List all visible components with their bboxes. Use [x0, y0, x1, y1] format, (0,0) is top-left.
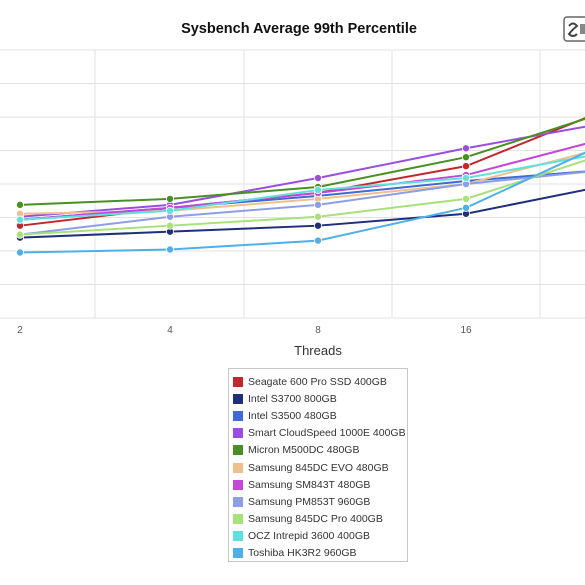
data-point[interactable]: [461, 144, 470, 153]
legend-swatch: [233, 445, 243, 456]
data-point[interactable]: [461, 194, 470, 203]
legend-item[interactable]: Intel S3500 480GB: [233, 407, 407, 424]
data-point[interactable]: [165, 221, 174, 230]
series-line: [19, 151, 585, 215]
series-10: [15, 151, 585, 257]
data-point[interactable]: [15, 230, 24, 239]
grid: [0, 49, 585, 319]
series-7: [15, 171, 585, 239]
legend-label: Micron M500DC 480GB: [248, 444, 360, 457]
legend-label: Toshiba HK3R2 960GB: [248, 547, 357, 560]
series: [15, 117, 585, 257]
site-logo-icon: [563, 16, 585, 42]
data-point[interactable]: [313, 236, 322, 245]
legend-item[interactable]: Toshiba HK3R2 960GB: [233, 545, 407, 562]
data-point[interactable]: [461, 174, 470, 183]
legend-swatch: [233, 410, 243, 421]
series-line: [19, 117, 585, 206]
legend-label: Intel S3700 800GB: [248, 392, 337, 405]
data-point[interactable]: [165, 194, 174, 203]
legend-label: Smart CloudSpeed 1000E 400GB: [248, 427, 406, 440]
legend: Seagate 600 Pro SSD 400GB Intel S3700 800…: [228, 368, 408, 562]
data-point[interactable]: [313, 212, 322, 221]
x-tick-label: 16: [460, 325, 472, 336]
data-point[interactable]: [313, 200, 322, 209]
legend-swatch: [233, 531, 243, 542]
data-point[interactable]: [15, 248, 24, 257]
data-point[interactable]: [313, 221, 322, 230]
legend-item[interactable]: Samsung 845DC Pro 400GB: [233, 511, 407, 528]
legend-item[interactable]: Samsung SM843T 480GB: [233, 476, 407, 493]
legend-swatch: [233, 496, 243, 507]
legend-item[interactable]: Seagate 600 Pro SSD 400GB: [233, 373, 407, 390]
data-point[interactable]: [313, 174, 322, 183]
x-tick-label: 8: [315, 325, 321, 336]
series-4: [15, 117, 585, 209]
data-point[interactable]: [165, 206, 174, 215]
legend-label: Samsung 845DC EVO 480GB: [248, 461, 389, 474]
legend-label: OCZ Intrepid 3600 400GB: [248, 530, 370, 543]
data-point[interactable]: [313, 185, 322, 194]
legend-swatch: [233, 376, 243, 387]
data-point[interactable]: [15, 215, 24, 224]
legend-swatch: [233, 428, 243, 439]
chart-title: Sysbench Average 99th Percentile: [181, 21, 417, 37]
series-line: [19, 151, 585, 254]
data-point[interactable]: [461, 203, 470, 212]
legend-item[interactable]: Intel S3700 800GB: [233, 390, 407, 407]
series-8: [15, 159, 585, 239]
legend-label: Intel S3500 480GB: [248, 409, 337, 422]
x-tick-labels: 2481632: [17, 325, 472, 336]
data-point[interactable]: [461, 153, 470, 162]
legend-swatch: [233, 514, 243, 525]
legend-swatch: [233, 548, 243, 559]
legend-item[interactable]: Micron M500DC 480GB: [233, 442, 407, 459]
legend-swatch: [233, 462, 243, 473]
x-tick-label: 2: [17, 325, 23, 336]
legend-item[interactable]: Samsung 845DC EVO 480GB: [233, 459, 407, 476]
legend-label: Samsung SM843T 480GB: [248, 478, 371, 491]
legend-item[interactable]: Smart CloudSpeed 1000E 400GB: [233, 425, 407, 442]
legend-label: Samsung PM853T 960GB: [248, 495, 371, 508]
legend-swatch: [233, 479, 243, 490]
data-point[interactable]: [461, 162, 470, 171]
data-point[interactable]: [15, 200, 24, 209]
data-point[interactable]: [165, 245, 174, 254]
x-tick-label: 4: [167, 325, 173, 336]
legend-item[interactable]: OCZ Intrepid 3600 400GB: [233, 528, 407, 545]
x-axis-label: Threads: [294, 343, 342, 358]
legend-swatch: [233, 393, 243, 404]
legend-label: Samsung 845DC Pro 400GB: [248, 513, 383, 526]
series-9: [15, 155, 585, 224]
legend-item[interactable]: Samsung PM853T 960GB: [233, 493, 407, 510]
legend-label: Seagate 600 Pro SSD 400GB: [248, 375, 387, 388]
